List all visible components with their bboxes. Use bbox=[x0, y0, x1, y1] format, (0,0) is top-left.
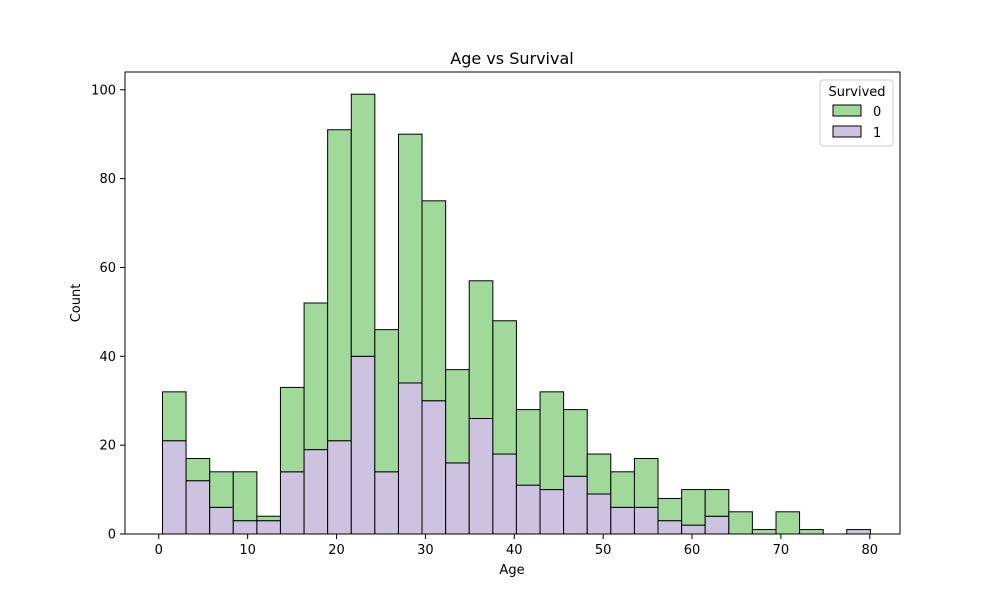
chart-title: Age vs Survival bbox=[450, 49, 573, 68]
x-axis-label: Age bbox=[499, 563, 524, 578]
legend-label-1: 1 bbox=[873, 126, 881, 141]
bar-survived-0-bin-13 bbox=[468, 280, 494, 419]
bar-survived-1-bin-29 bbox=[846, 529, 871, 535]
bar-survived-0-bin-22 bbox=[681, 489, 706, 526]
bar-survived-0-bin-6 bbox=[303, 302, 329, 451]
x-tick-label: 80 bbox=[862, 543, 879, 558]
bar-survived-0-bin-16 bbox=[539, 391, 565, 491]
bar-survived-0-bin-14 bbox=[492, 320, 517, 455]
y-axis-label: Count bbox=[69, 284, 84, 323]
bar-survived-0-bin-10 bbox=[397, 133, 423, 384]
bar-survived-0-bin-3 bbox=[232, 471, 258, 522]
y-axis-ticks: 0 20 40 60 80 100 bbox=[91, 83, 125, 543]
x-tick-label: 20 bbox=[328, 543, 345, 558]
bar-survived-0-bin-18 bbox=[586, 453, 612, 495]
bar-survived-1-bin-5 bbox=[279, 471, 305, 535]
bar-survived-0-bin-20 bbox=[633, 457, 659, 508]
bar-survived-0-bin-8 bbox=[350, 93, 376, 357]
bar-survived-1-bin-12 bbox=[445, 462, 470, 535]
y-tick-label: 0 bbox=[108, 528, 116, 543]
bar-survived-1-bin-8 bbox=[350, 355, 376, 535]
x-tick-label: 40 bbox=[506, 543, 523, 558]
bar-survived-0-bin-11 bbox=[421, 200, 447, 402]
bar-survived-1-bin-20 bbox=[633, 506, 659, 535]
bar-survived-0-bin-15 bbox=[515, 409, 541, 486]
bar-survived-0-bin-5 bbox=[279, 386, 305, 473]
bar-survived-1-bin-6 bbox=[303, 449, 329, 535]
y-tick-label: 40 bbox=[99, 350, 116, 365]
legend-swatch-0 bbox=[832, 104, 862, 117]
bar-survived-1-bin-2 bbox=[209, 506, 234, 535]
bar-survived-1-bin-18 bbox=[586, 493, 612, 535]
bar-survived-0-bin-25 bbox=[751, 529, 777, 535]
legend-swatch-1 bbox=[832, 125, 862, 138]
bar-survived-1-bin-11 bbox=[421, 400, 447, 535]
bar-survived-0-bin-23 bbox=[704, 489, 730, 517]
bar-survived-0-bin-24 bbox=[728, 511, 753, 535]
bar-survived-1-bin-14 bbox=[492, 453, 517, 535]
y-tick-label: 100 bbox=[91, 83, 116, 98]
y-tick-label: 60 bbox=[99, 261, 116, 276]
plot-frame bbox=[124, 71, 901, 535]
legend-label-0: 0 bbox=[873, 105, 881, 120]
x-tick-label: 30 bbox=[417, 543, 434, 558]
bar-survived-1-bin-9 bbox=[374, 471, 399, 535]
x-tick-label: 0 bbox=[155, 543, 163, 558]
bar-survived-0-bin-7 bbox=[327, 129, 352, 442]
bar-survived-0-bin-9 bbox=[374, 329, 399, 473]
y-tick-label: 80 bbox=[99, 172, 116, 187]
x-tick-label: 60 bbox=[684, 543, 701, 558]
bar-survived-1-bin-7 bbox=[327, 440, 352, 535]
bar-survived-0-bin-19 bbox=[610, 471, 635, 508]
bar-survived-1-bin-3 bbox=[232, 520, 258, 535]
bar-survived-0-bin-4 bbox=[256, 515, 281, 522]
bar-survived-0-bin-26 bbox=[775, 511, 801, 535]
x-tick-label: 50 bbox=[595, 543, 612, 558]
bar-survived-1-bin-10 bbox=[397, 382, 423, 535]
bar-survived-0-bin-17 bbox=[563, 409, 588, 477]
bar-survived-0-bin-27 bbox=[799, 529, 824, 535]
bar-survived-1-bin-21 bbox=[657, 520, 683, 535]
bar-survived-1-bin-1 bbox=[185, 480, 211, 535]
bar-survived-1-bin-0 bbox=[162, 440, 187, 535]
bar-survived-1-bin-16 bbox=[539, 489, 565, 535]
bar-survived-0-bin-1 bbox=[185, 457, 211, 482]
x-tick-label: 70 bbox=[773, 543, 790, 558]
bar-survived-1-bin-23 bbox=[704, 515, 730, 535]
bar-survived-0-bin-12 bbox=[445, 369, 470, 464]
y-tick-label: 20 bbox=[99, 439, 116, 454]
bar-survived-0-bin-2 bbox=[209, 471, 234, 508]
bar-survived-1-bin-15 bbox=[515, 484, 541, 535]
bar-survived-1-bin-19 bbox=[610, 506, 635, 535]
bar-survived-0-bin-0 bbox=[162, 391, 187, 442]
bar-survived-1-bin-17 bbox=[563, 475, 588, 535]
x-axis-ticks: 0 10 20 30 40 50 60 70 80 bbox=[155, 534, 878, 558]
bar-survived-1-bin-4 bbox=[256, 520, 281, 535]
bars-layer bbox=[162, 93, 871, 535]
bar-survived-1-bin-22 bbox=[681, 524, 706, 535]
bar-survived-0-bin-21 bbox=[657, 497, 683, 522]
x-tick-label: 10 bbox=[239, 543, 256, 558]
legend-title: Survived bbox=[828, 85, 885, 100]
legend: Survived 0 1 bbox=[819, 79, 894, 147]
bar-survived-1-bin-13 bbox=[468, 418, 494, 535]
